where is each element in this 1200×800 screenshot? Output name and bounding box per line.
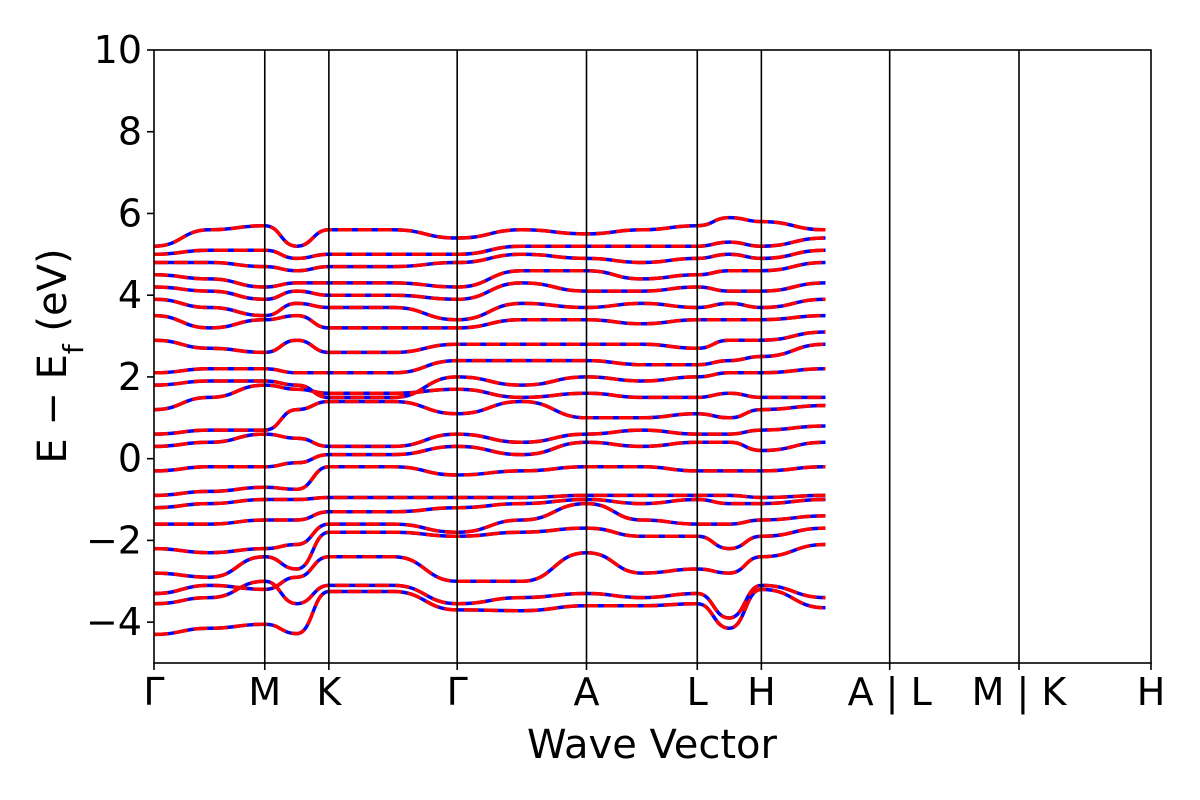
y-axis-title-unit: (eV) xyxy=(30,248,76,344)
y-axis-title: E − Ef (eV) xyxy=(30,248,90,463)
band-line-red-6 xyxy=(153,493,826,510)
x-tick-label-3: Γ xyxy=(447,670,468,714)
band-line-red-4 xyxy=(153,501,826,555)
y-tick-label-1: −2 xyxy=(86,518,142,562)
band-line-red-14 xyxy=(153,330,826,355)
band-line-red-8 xyxy=(153,440,826,473)
band-line-red-2 xyxy=(153,542,826,596)
band-line-red-19 xyxy=(154,248,826,273)
x-tick-label-8: M | K xyxy=(972,670,1068,715)
band-line-red-0 xyxy=(153,587,826,637)
y-axis: −4 −2 0 2 4 6 8 10 xyxy=(86,28,154,644)
band-line-red-3 xyxy=(153,526,826,579)
x-axis-title: Wave Vector xyxy=(527,722,778,768)
band-line-red-7 xyxy=(153,465,826,498)
band-line-blue-1 xyxy=(153,579,826,620)
band-line-red-13 xyxy=(153,342,826,375)
band-line-red-9 xyxy=(153,424,826,449)
band-line-blue-8 xyxy=(153,440,826,473)
y-axis-title-main: E − E xyxy=(30,354,76,464)
band-line-blue-4 xyxy=(153,501,826,555)
y-tick-label-6: 8 xyxy=(118,110,142,154)
band-line-red-16 xyxy=(153,297,826,322)
y-tick-label-0: −4 xyxy=(86,600,142,644)
x-tick-label-4: A xyxy=(573,670,599,714)
band-line-red-1 xyxy=(153,579,826,620)
x-tick-label-6: H xyxy=(747,670,776,714)
x-tick-label-7: A | L xyxy=(848,670,932,715)
y-tick-label-4: 4 xyxy=(118,273,142,317)
band-line-blue-5 xyxy=(154,497,826,526)
plot-frame xyxy=(153,49,1152,664)
y-tick-label-2: 0 xyxy=(118,437,142,481)
band-line-red-5 xyxy=(154,497,826,526)
y-tick-label-3: 2 xyxy=(118,355,142,399)
band-line-blue-18 xyxy=(153,260,826,289)
y-axis-title-subscript: f xyxy=(57,343,90,354)
band-line-blue-13 xyxy=(153,342,826,375)
band-line-blue-14 xyxy=(153,330,826,355)
band-line-red-10 xyxy=(153,399,826,436)
band-line-red-15 xyxy=(153,313,826,330)
band-lines xyxy=(153,215,826,637)
x-tick-label-0: Γ xyxy=(143,670,164,714)
band-line-blue-20 xyxy=(153,236,826,261)
y-tick-label-5: 6 xyxy=(118,191,142,235)
band-line-blue-2 xyxy=(153,542,826,596)
x-tick-label-2: K xyxy=(316,670,342,714)
x-tick-label-1: M xyxy=(248,670,281,714)
band-line-blue-15 xyxy=(153,313,826,330)
band-line-red-12 xyxy=(153,367,826,400)
band-line-blue-17 xyxy=(153,281,826,302)
band-line-red-21 xyxy=(153,215,826,248)
y-tick-label-7: 10 xyxy=(94,28,142,72)
high-symmetry-lines xyxy=(263,50,1020,663)
x-tick-label-5: L xyxy=(687,670,708,714)
band-line-blue-19 xyxy=(154,248,826,273)
x-tick-label-9: H xyxy=(1137,670,1166,714)
